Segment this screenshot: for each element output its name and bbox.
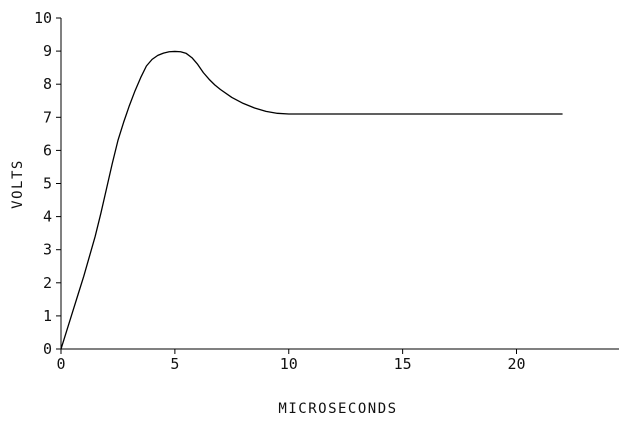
y-tick-label: 7: [43, 108, 52, 126]
y-tick-label: 5: [43, 175, 52, 193]
axes: 0 1 2 3 4 5 6 7 8 9 10 0 5 10 15 20: [34, 9, 619, 373]
y-axis-title: VOLTS: [10, 159, 26, 209]
x-tick-label: 20: [507, 355, 525, 373]
x-tick-label: 0: [56, 355, 65, 373]
x-tick-label: 10: [280, 355, 298, 373]
y-tick-label: 10: [34, 9, 52, 27]
series-layer: [60, 50, 563, 350]
y-tick-label: 1: [43, 307, 52, 325]
y-tick-label: 0: [43, 340, 52, 358]
y-tick-label: 2: [43, 274, 52, 292]
y-tick-label: 3: [43, 241, 52, 259]
x-axis-title: MICROSECONDS: [278, 401, 397, 417]
y-tick-label: 8: [43, 75, 52, 93]
y-tick-label: 6: [43, 141, 52, 159]
x-tick-label: 5: [170, 355, 179, 373]
series-line: [60, 50, 563, 350]
y-tick-label: 4: [43, 208, 52, 226]
x-tick-label: 15: [394, 355, 412, 373]
y-tick-label: 9: [43, 42, 52, 60]
